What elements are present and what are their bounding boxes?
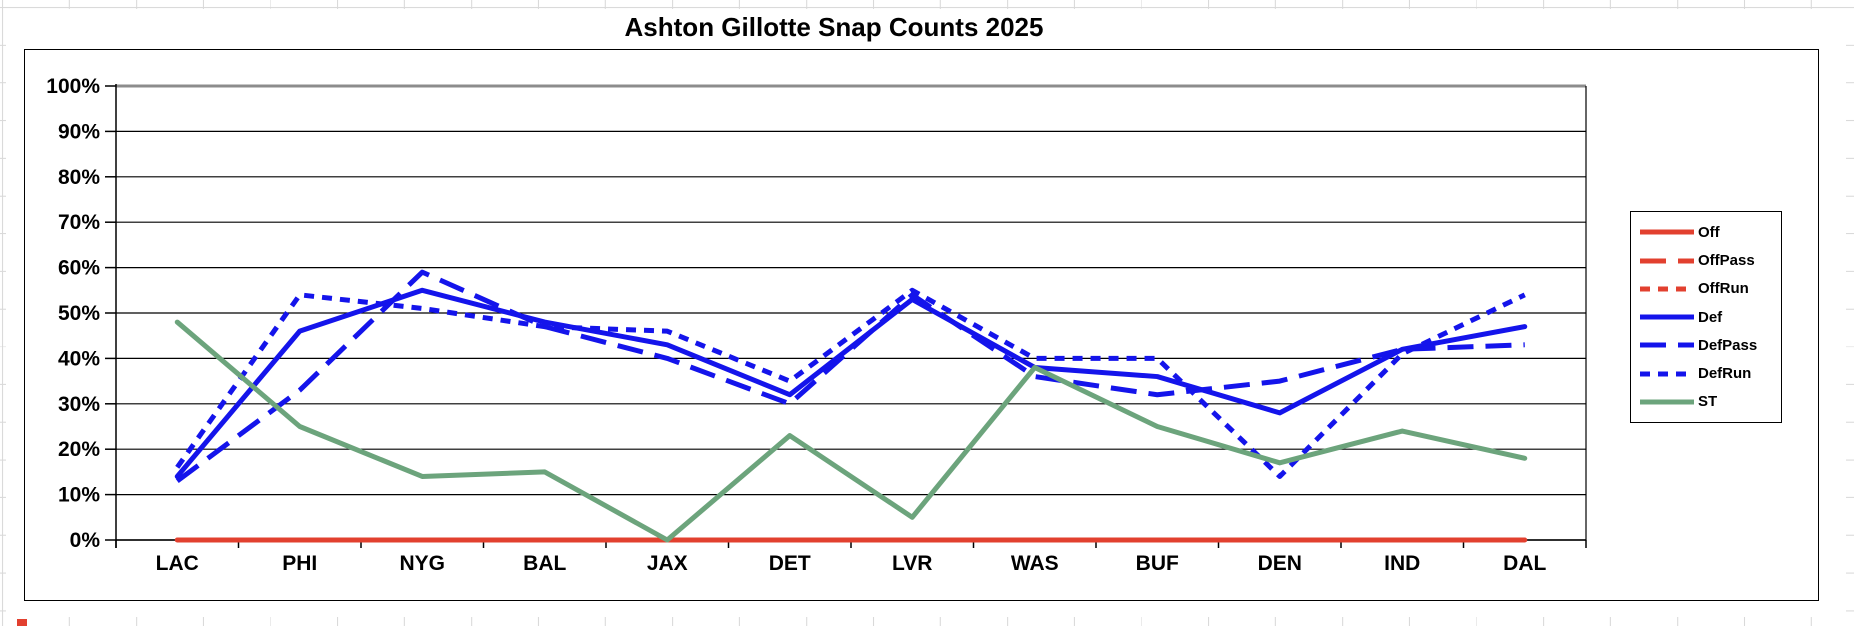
legend-line-sample <box>1640 286 1694 292</box>
y-axis-label: 30% <box>58 393 100 416</box>
series-line-DefPass <box>175 269 1525 483</box>
x-axis-label: NYG <box>399 552 445 575</box>
series-line-DefRun <box>175 287 1526 479</box>
legend-line-sample <box>1640 371 1694 376</box>
x-axis-label: BAL <box>523 552 566 575</box>
x-axis-label: DAL <box>1503 552 1546 575</box>
x-axis-label: PHI <box>282 552 317 575</box>
legend-line-sample <box>1640 229 1694 235</box>
x-axis-label: DET <box>769 552 811 575</box>
x-axis-label: LVR <box>892 552 932 575</box>
legend-item-OffRun: OffRun <box>1639 277 1781 301</box>
x-axis-label: JAX <box>647 552 688 575</box>
legend-item-ST: ST <box>1639 390 1781 414</box>
legend-item-DefRun: DefRun <box>1639 362 1781 386</box>
legend-label: OffPass <box>1698 252 1755 269</box>
x-axis-label: IND <box>1384 552 1420 575</box>
legend-label: ST <box>1698 393 1718 411</box>
y-axis-label: 0% <box>70 529 101 552</box>
legend-line-sample <box>1640 342 1694 348</box>
legend-line-sample <box>1640 258 1694 263</box>
y-axis-label: 40% <box>58 347 100 370</box>
y-axis-label: 60% <box>58 257 100 280</box>
series-line-Def <box>174 287 1528 479</box>
legend-label: Def <box>1698 308 1723 326</box>
legend-item-OffPass: OffPass <box>1639 249 1781 273</box>
x-axis-label: DEN <box>1258 552 1302 575</box>
x-axis-label: WAS <box>1011 552 1059 575</box>
chart-legend: Off OffPass OffRun Def DefPass DefRun ST <box>1630 211 1782 423</box>
y-axis-label: 50% <box>58 302 100 325</box>
legend-item-Def: Def <box>1639 305 1781 329</box>
y-axis-label: 70% <box>58 211 100 234</box>
legend-label: OffRun <box>1698 280 1749 298</box>
legend-line-sample <box>1640 399 1694 405</box>
legend-label: DefPass <box>1698 336 1758 354</box>
y-axis-label: 80% <box>58 166 100 189</box>
y-axis-label: 20% <box>58 438 100 461</box>
y-axis-label: 10% <box>58 484 100 507</box>
legend-label: DefRun <box>1698 365 1752 382</box>
legend-item-Off: Off <box>1639 220 1781 244</box>
artifact-red-mark <box>17 619 27 626</box>
y-axis-label: 90% <box>58 120 100 143</box>
x-axis-label: BUF <box>1136 552 1179 575</box>
chart-title: Ashton Gillotte Snap Counts 2025 <box>624 12 1044 42</box>
series-line-ST <box>174 319 1528 543</box>
legend-line-sample <box>1640 314 1694 320</box>
legend-item-DefPass: DefPass <box>1639 333 1781 357</box>
y-axis-label: 100% <box>46 75 100 98</box>
x-axis-label: LAC <box>156 552 199 575</box>
legend-label: Off <box>1698 223 1720 241</box>
